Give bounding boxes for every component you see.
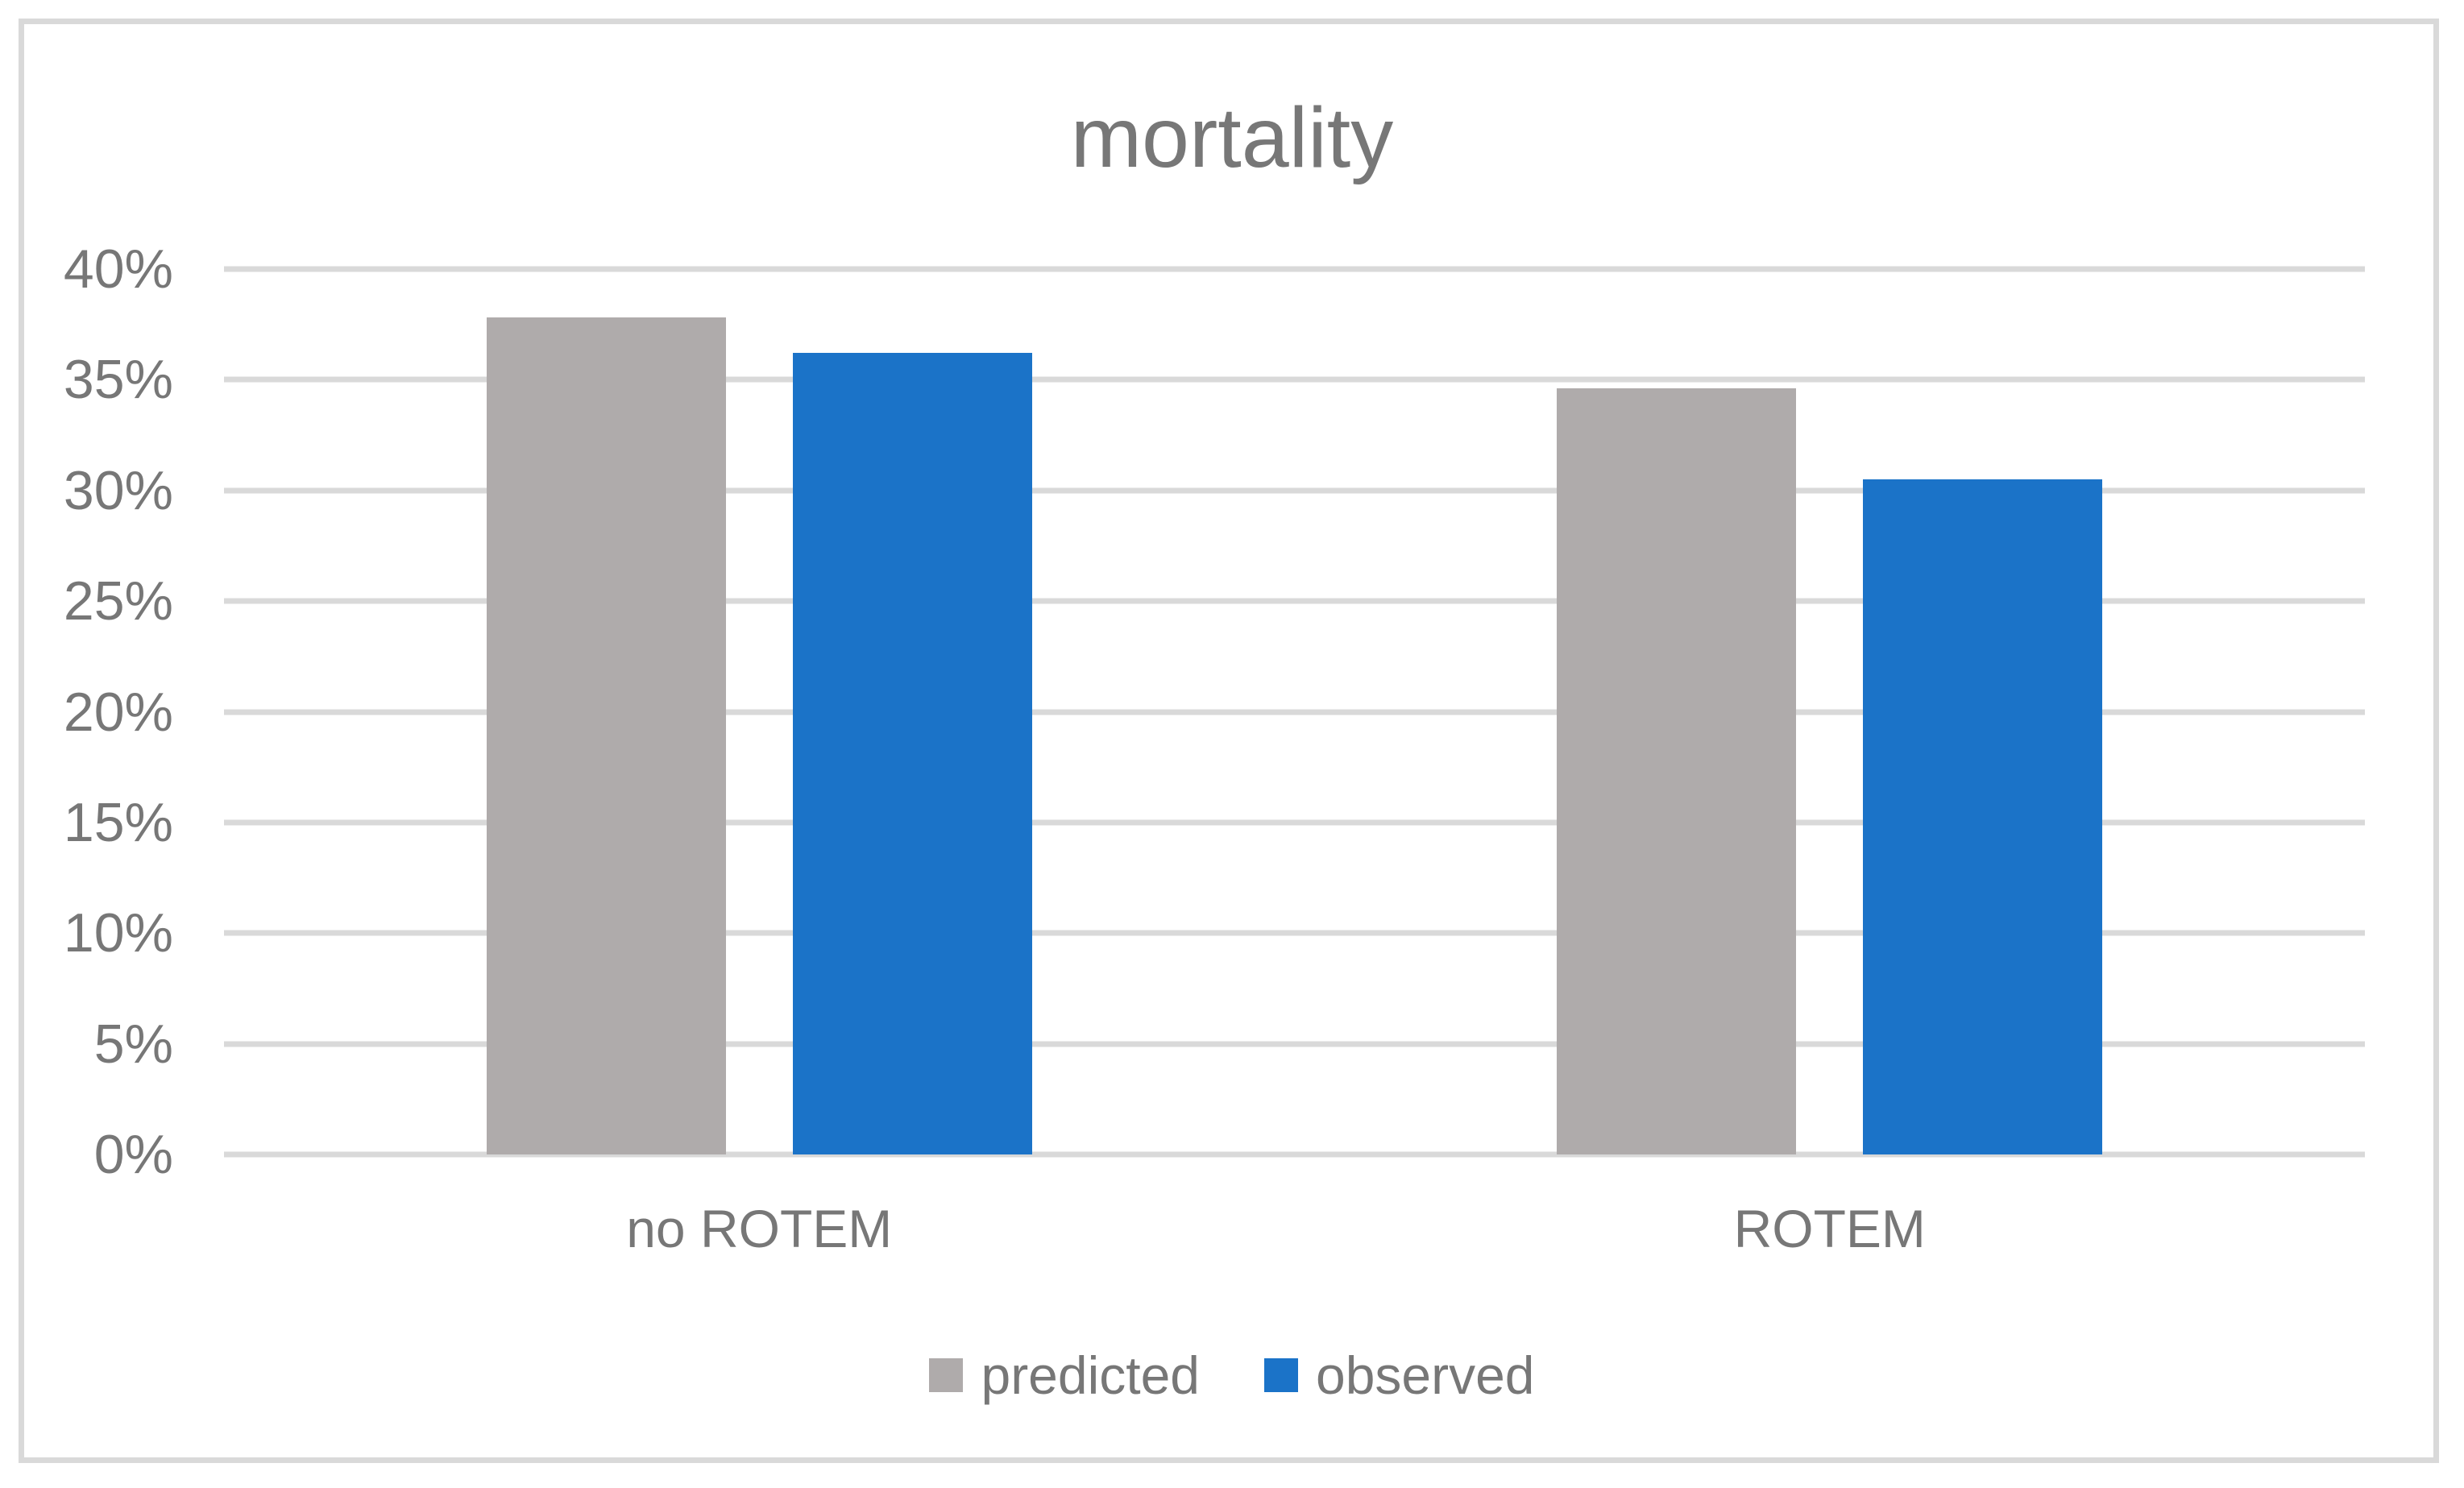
gridline-20% bbox=[224, 709, 2365, 715]
ytick-label-30%: 30% bbox=[63, 459, 173, 521]
bar-predicted-rotem bbox=[1557, 388, 1797, 1154]
gridline-15% bbox=[224, 819, 2365, 826]
legend-item-predicted: predicted bbox=[929, 1349, 1200, 1402]
gridline-25% bbox=[224, 598, 2365, 604]
legend-label-predicted: predicted bbox=[981, 1345, 1200, 1405]
ytick-label-40%: 40% bbox=[63, 238, 173, 300]
observed-swatch-icon bbox=[1264, 1358, 1298, 1392]
legend-label-observed: observed bbox=[1316, 1345, 1535, 1405]
gridline-5% bbox=[224, 1041, 2365, 1047]
legend: predicted observed bbox=[0, 1347, 2464, 1403]
ytick-label-35%: 35% bbox=[63, 349, 173, 411]
ytick-label-5%: 5% bbox=[93, 1013, 173, 1075]
category-label-rotem: ROTEM bbox=[1733, 1199, 1926, 1258]
category-label-no-rotem: no ROTEM bbox=[626, 1199, 893, 1258]
ytick-label-20%: 20% bbox=[63, 681, 173, 743]
ytick-label-15%: 15% bbox=[63, 791, 173, 853]
chart-title: mortality bbox=[1070, 90, 1394, 185]
ytick-label-10%: 10% bbox=[63, 902, 173, 964]
ytick-label-25%: 25% bbox=[63, 570, 173, 632]
gridline-30% bbox=[224, 487, 2365, 494]
predicted-swatch-icon bbox=[929, 1358, 964, 1392]
gridline-35% bbox=[224, 376, 2365, 383]
gridline-10% bbox=[224, 930, 2365, 936]
legend-item-observed: observed bbox=[1264, 1349, 1535, 1402]
ytick-label-0%: 0% bbox=[93, 1124, 173, 1185]
bar-observed-no-rotem bbox=[792, 353, 1032, 1154]
bar-observed-rotem bbox=[1863, 479, 2103, 1154]
bar-predicted-no-rotem bbox=[486, 317, 726, 1154]
gridline-0% bbox=[224, 1151, 2365, 1158]
gridline-40% bbox=[224, 266, 2365, 272]
